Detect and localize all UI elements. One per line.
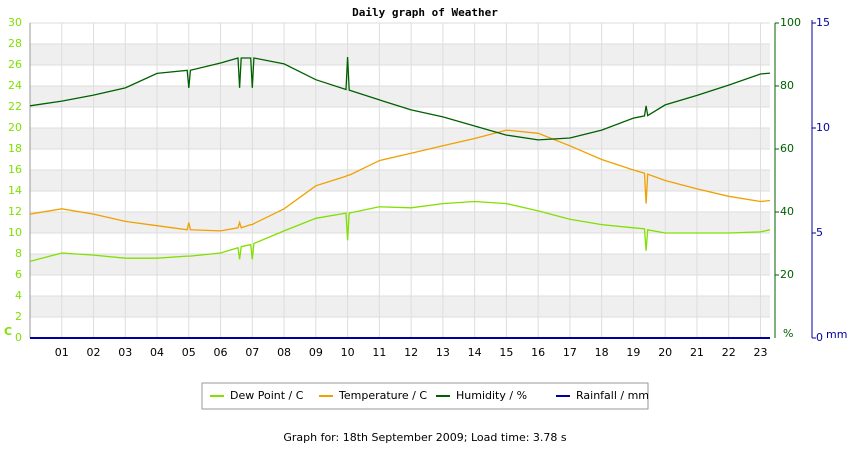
y-tick-label: 20 bbox=[8, 121, 22, 134]
y-tick-label: 16 bbox=[8, 163, 22, 176]
series-line bbox=[29, 200, 771, 263]
x-tick-label: 04 bbox=[150, 346, 164, 359]
grid-band bbox=[30, 254, 770, 275]
grid-band bbox=[30, 170, 770, 191]
footer: Graph for: 18th September 2009; Load tim… bbox=[283, 431, 567, 444]
grid-band bbox=[30, 86, 770, 107]
grid-band bbox=[30, 296, 770, 317]
x-tick-label: 13 bbox=[436, 346, 450, 359]
x-tick-label: 09 bbox=[309, 346, 323, 359]
y-tick-label: 0 bbox=[15, 331, 22, 344]
y2-tick-label: 40 bbox=[780, 205, 794, 218]
y3-tick-label: 5 bbox=[816, 226, 823, 239]
x-tick-label: 22 bbox=[722, 346, 736, 359]
series-line bbox=[29, 56, 771, 141]
x-tick-label: 15 bbox=[499, 346, 513, 359]
x-tick-label: 12 bbox=[404, 346, 418, 359]
legend-box bbox=[201, 382, 649, 410]
legend-label: Humidity / % bbox=[456, 389, 527, 402]
grid-band bbox=[30, 212, 770, 233]
y-tick-label: 30 bbox=[8, 16, 22, 29]
x-tick-label: 20 bbox=[658, 346, 672, 359]
y2-tick-label: 20 bbox=[780, 268, 794, 281]
series-line bbox=[29, 129, 771, 232]
y-tick-label: 8 bbox=[15, 247, 22, 260]
y-tick-label: 22 bbox=[8, 100, 22, 113]
x-tick-label: 18 bbox=[595, 346, 609, 359]
x-tick-label: 08 bbox=[277, 346, 291, 359]
y3-tick-label: 0 bbox=[816, 331, 823, 344]
y-tick-label: 4 bbox=[15, 289, 22, 302]
legend-label: Rainfall / mm bbox=[576, 389, 649, 402]
legend-label: Temperature / C bbox=[338, 389, 427, 402]
y-tick-label: 2 bbox=[15, 310, 22, 323]
y-tick-label: 28 bbox=[8, 37, 22, 50]
y2-tick-label: 100 bbox=[780, 16, 801, 29]
y3-tick-label: 15 bbox=[816, 16, 830, 29]
y-tick-label: 6 bbox=[15, 268, 22, 281]
x-tick-label: 05 bbox=[182, 346, 196, 359]
x-tick-label: 06 bbox=[214, 346, 228, 359]
y-tick-label: 18 bbox=[8, 142, 22, 155]
y-tick-label: 12 bbox=[8, 205, 22, 218]
x-tick-label: 01 bbox=[55, 346, 69, 359]
x-tick-label: 17 bbox=[563, 346, 577, 359]
legend-label: Dew Point / C bbox=[230, 389, 304, 402]
y2-tick-label: 60 bbox=[780, 142, 794, 155]
y3-unit: mm bbox=[826, 328, 847, 341]
x-tick-label: 03 bbox=[118, 346, 132, 359]
legend: Dew Point / C Temperature / C Humidity / %… bbox=[201, 382, 649, 410]
chart-title: Daily graph of Weather bbox=[352, 6, 498, 19]
y-tick-label: 24 bbox=[8, 79, 22, 92]
y-tick-label: 14 bbox=[8, 184, 22, 197]
y-tick-label: 26 bbox=[8, 58, 22, 71]
grid-band bbox=[30, 128, 770, 149]
x-tick-label: 07 bbox=[245, 346, 259, 359]
x-tick-label: 10 bbox=[341, 346, 355, 359]
x-tick-label: 21 bbox=[690, 346, 704, 359]
y-unit: C bbox=[4, 325, 12, 338]
x-tick-label: 16 bbox=[531, 346, 545, 359]
y-tick-label: 10 bbox=[8, 226, 22, 239]
grid-band bbox=[30, 44, 770, 65]
x-tick-label: 02 bbox=[87, 346, 101, 359]
y3-tick-label: 10 bbox=[816, 121, 830, 134]
x-tick-label: 19 bbox=[626, 346, 640, 359]
x-tick-label: 23 bbox=[753, 346, 767, 359]
x-tick-label: 11 bbox=[372, 346, 386, 359]
y2-unit: % bbox=[783, 327, 793, 340]
y2-tick-label: 80 bbox=[780, 79, 794, 92]
x-tick-label: 14 bbox=[468, 346, 482, 359]
